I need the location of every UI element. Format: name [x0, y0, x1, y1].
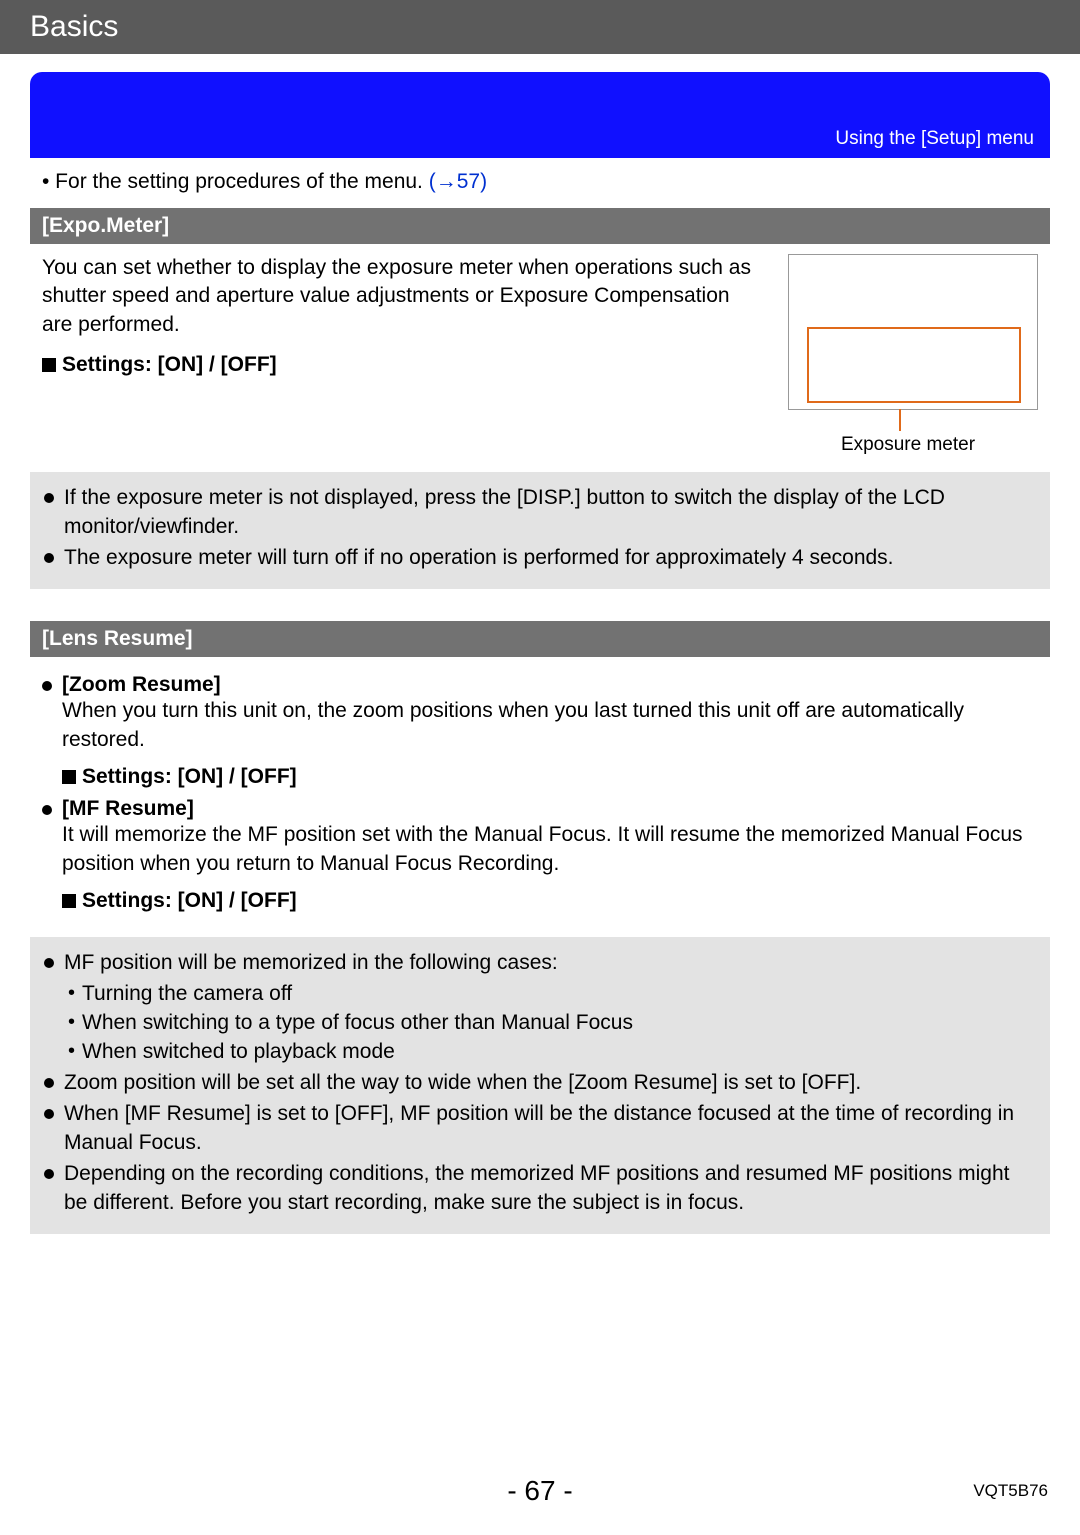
nested-item: When switched to playback mode: [64, 1038, 1036, 1067]
square-bullet-icon: [62, 894, 76, 908]
nested-list: Turning the camera off When switching to…: [64, 980, 1036, 1067]
expo-meter-body: You can set whether to display the expos…: [30, 244, 1050, 462]
lens-resume-notes-list: MF position will be memorized in the fol…: [44, 949, 1036, 1218]
banner: Using the [Setup] menu: [30, 72, 1050, 158]
page-content: Using the [Setup] menu • For the setting…: [0, 54, 1080, 1234]
square-bullet-icon: [62, 770, 76, 784]
note-item: If the exposure meter is not displayed, …: [44, 484, 1036, 542]
nested-item: Turning the camera off: [64, 980, 1036, 1009]
mf-resume-settings: Settings: [ON] / [OFF]: [42, 889, 1038, 913]
expo-meter-settings: Settings: [ON] / [OFF]: [42, 353, 760, 377]
intro-link[interactable]: (→57): [429, 170, 487, 193]
nested-item: When switching to a type of focus other …: [64, 1009, 1036, 1038]
intro-line: • For the setting procedures of the menu…: [30, 158, 1050, 204]
section-lens-resume-title: [Lens Resume]: [30, 621, 1050, 657]
square-bullet-icon: [42, 358, 56, 372]
diagram-highlight-box: [807, 327, 1021, 403]
zoom-resume-desc: When you turn this unit on, the zoom pos…: [42, 697, 1038, 755]
lens-resume-body: [Zoom Resume] When you turn this unit on…: [30, 657, 1050, 927]
exposure-meter-diagram: [788, 254, 1038, 410]
lens-resume-notes: MF position will be memorized in the fol…: [30, 937, 1050, 1234]
expo-meter-notes-list: If the exposure meter is not displayed, …: [44, 484, 1036, 573]
intro-prefix: • For the setting procedures of the menu…: [42, 170, 429, 193]
expo-meter-desc: You can set whether to display the expos…: [42, 254, 760, 339]
diagram-column: Exposure meter: [778, 254, 1038, 456]
note-item: MF position will be memorized in the fol…: [44, 949, 1036, 1067]
diagram-caption: Exposure meter: [778, 434, 1038, 456]
note-item: When [MF Resume] is set to [OFF], MF pos…: [44, 1100, 1036, 1158]
zoom-resume-settings: Settings: [ON] / [OFF]: [42, 765, 1038, 789]
page-header: Basics: [0, 0, 1080, 54]
page-number: - 67 -: [0, 1475, 1080, 1507]
expo-meter-notes: If the exposure meter is not displayed, …: [30, 472, 1050, 589]
note-item: Zoom position will be set all the way to…: [44, 1069, 1036, 1098]
doc-code: VQT5B76: [973, 1481, 1048, 1501]
note-item: The exposure meter will turn off if no o…: [44, 544, 1036, 573]
expo-meter-text-col: You can set whether to display the expos…: [42, 254, 760, 377]
note-intro: MF position will be memorized in the fol…: [64, 951, 558, 974]
mf-resume-desc: It will memorize the MF position set wit…: [42, 821, 1038, 879]
header-title: Basics: [30, 10, 118, 43]
section-expo-meter-title: [Expo.Meter]: [30, 208, 1050, 244]
banner-subtitle: Using the [Setup] menu: [835, 128, 1034, 150]
mf-resume-heading: [MF Resume]: [42, 797, 1038, 821]
zoom-resume-heading: [Zoom Resume]: [42, 673, 1038, 697]
mf-settings-label: Settings: [ON] / [OFF]: [82, 889, 297, 912]
diagram-pointer: [899, 409, 901, 431]
note-item: Depending on the recording conditions, t…: [44, 1160, 1036, 1218]
expo-meter-settings-label: Settings: [ON] / [OFF]: [62, 353, 277, 376]
zoom-settings-label: Settings: [ON] / [OFF]: [82, 765, 297, 788]
